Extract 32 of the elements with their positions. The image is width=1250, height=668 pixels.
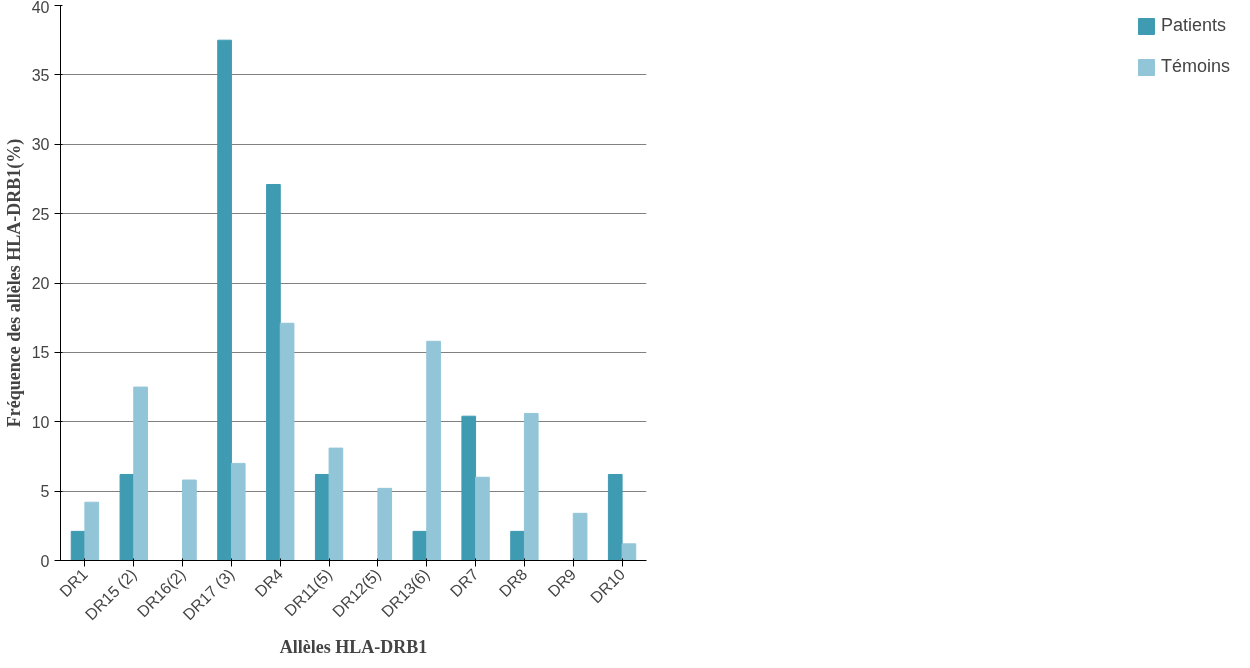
bar <box>84 501 100 561</box>
bar <box>217 39 232 561</box>
bar <box>572 512 588 561</box>
bar <box>510 530 525 561</box>
y-tick-label: 10 <box>31 413 50 431</box>
bar <box>230 462 246 561</box>
bar <box>621 543 637 561</box>
legend-label: Patients <box>1160 15 1227 36</box>
y-tick-label: 0 <box>40 552 50 570</box>
bar <box>461 415 477 561</box>
y-axis-title: Fréquence des allèles HLA-DRB1(%) <box>3 138 25 428</box>
bar <box>279 322 295 561</box>
bar <box>426 340 441 561</box>
y-tick-label: 15 <box>31 344 50 362</box>
bar <box>475 476 490 561</box>
bar <box>266 183 281 561</box>
bar <box>133 386 148 561</box>
legend-label: Témoins <box>1160 56 1230 77</box>
bar <box>412 530 428 561</box>
y-tick-label: 5 <box>40 483 50 501</box>
bar <box>377 487 393 561</box>
x-axis-title: Allèles HLA-DRB1 <box>279 637 428 658</box>
y-tick-label: 20 <box>31 275 50 292</box>
bar <box>523 412 539 561</box>
bar <box>119 473 135 561</box>
bar <box>182 479 197 561</box>
y-tick-label: 40 <box>31 0 50 16</box>
bar <box>328 447 344 561</box>
y-tick-label: 25 <box>31 205 50 223</box>
y-tick-label: 35 <box>31 66 50 84</box>
y-tick-label: 30 <box>31 136 50 154</box>
bar <box>607 473 623 561</box>
